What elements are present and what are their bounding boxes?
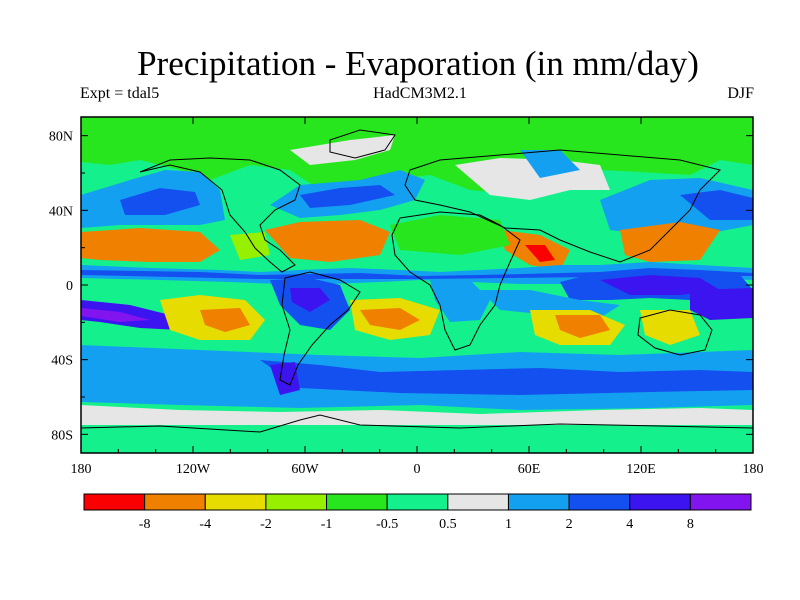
field-npacific-dry [81, 228, 220, 262]
field-satlantic-core [360, 308, 420, 330]
coastlines [81, 129, 753, 433]
lon-tick-label: 120W [176, 462, 211, 477]
colorbar-label: 0.5 [439, 517, 457, 532]
field-siberia-wet [520, 150, 580, 178]
field-antarctic-dry [81, 405, 753, 425]
colorbar-swatch [568, 493, 631, 511]
axis-layer: 80N 40N 0 40S 80S 180 120W 60W 0 60E 120E 180 [49, 117, 764, 477]
coast-greenland [329, 129, 396, 159]
field-southern-track-core [260, 360, 753, 395]
colorbar-swatch [326, 493, 388, 511]
field-amazon-core [290, 288, 330, 312]
field-patagonia-wet [270, 362, 300, 395]
field-australia-dry [640, 310, 700, 345]
colorbar-label: 4 [626, 517, 633, 532]
lat-tick-label: 80S [51, 428, 73, 443]
field-spcz-core [81, 308, 150, 322]
model-label: HadCM3M2.1 [373, 85, 467, 102]
field-sahara [390, 215, 510, 255]
colorbar-swatch [265, 493, 328, 511]
season-label: DJF [727, 85, 754, 102]
colorbar-swatch [83, 493, 146, 511]
coast-antarctica [81, 414, 753, 433]
colorbar-label: -2 [260, 517, 272, 532]
experiment-label: Expt = tdal5 [80, 85, 160, 102]
coast-north-america [139, 157, 301, 273]
coast-south-america [279, 271, 361, 386]
colorbar-label: -1 [321, 517, 333, 532]
lon-tick-label: 120E [626, 462, 656, 477]
field-arctic-land [81, 117, 753, 195]
lat-tick-label: 40S [51, 354, 73, 369]
lon-tick-label: 60E [518, 462, 541, 477]
field-congo [430, 280, 490, 322]
coast-africa [391, 211, 521, 351]
field-layer [81, 117, 753, 453]
field-arabian-core [525, 245, 555, 262]
lon-tick-label: 180 [71, 462, 92, 477]
field-sindian-core [555, 315, 610, 338]
chart-title: Precipitation - Evaporation (in mm/day) [137, 44, 699, 83]
colorbar-swatch [447, 493, 509, 511]
colorbar-swatch [144, 493, 206, 511]
lat-tick-label: 0 [66, 279, 73, 294]
colorbar-label: -0.5 [376, 517, 398, 532]
field-kuroshio-core [680, 190, 753, 220]
colorbar-label: -8 [139, 517, 151, 532]
lon-tick-label: 180 [743, 462, 764, 477]
lon-tick-label: 60W [291, 462, 319, 477]
field-natlantic-core [300, 185, 395, 208]
field-antarctica [81, 425, 753, 453]
field-sepacific-core [200, 308, 250, 332]
field-natlantic-dry [265, 220, 390, 262]
colorbar-label: 8 [687, 517, 694, 532]
colorbar-label: -4 [199, 517, 211, 532]
lon-tick-label: 0 [414, 462, 421, 477]
field-greenland-dry [290, 135, 395, 165]
lat-tick-label: 80N [49, 130, 73, 145]
colorbar-swatch [629, 493, 691, 511]
coast-eurasia [404, 149, 721, 263]
colorbar: -8 -4 -2 -1 -0.5 0.5 1 2 4 8 [83, 493, 752, 532]
colorbar-swatch [386, 493, 449, 511]
colorbar-swatch [204, 493, 267, 511]
coast-australia [637, 309, 713, 356]
colorbar-swatch [689, 493, 752, 511]
colorbar-label: 1 [505, 517, 512, 532]
field-spcz-east [690, 288, 753, 320]
lat-tick-label: 40N [49, 204, 73, 219]
field-npacific-core [120, 188, 200, 215]
colorbar-swatch [507, 493, 570, 511]
colorbar-label: 2 [566, 517, 573, 532]
